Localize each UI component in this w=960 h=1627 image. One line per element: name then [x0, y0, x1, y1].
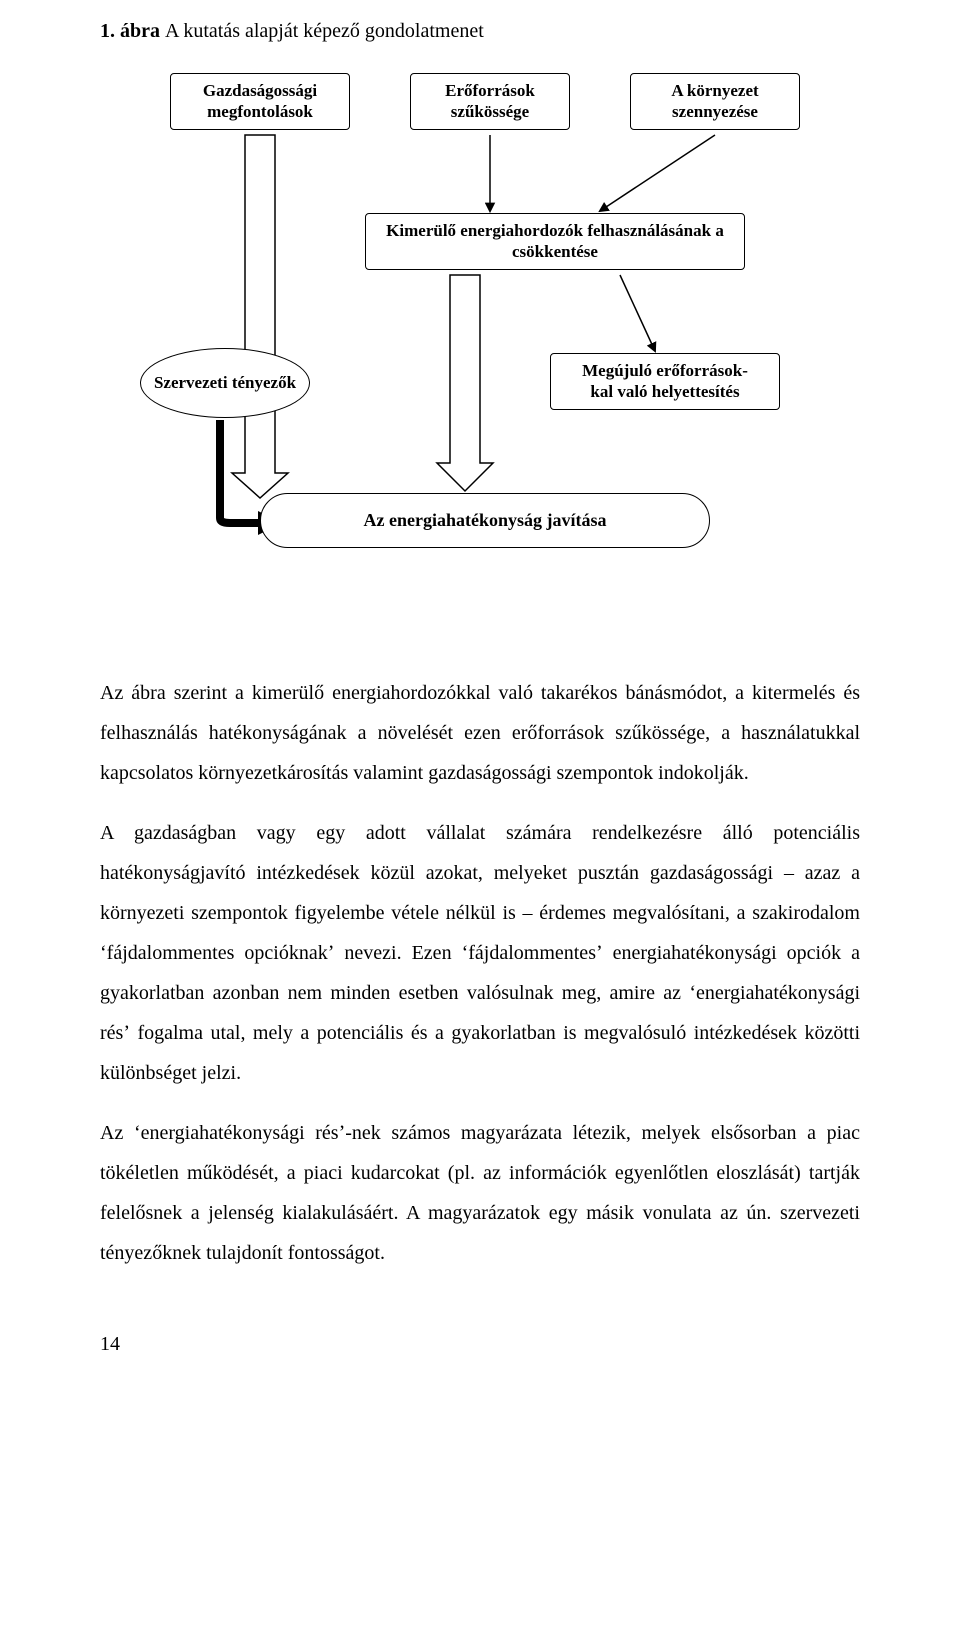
box-environment-label: A környezet szennyezése — [671, 81, 758, 121]
box-economic: Gazdaságossági megfontolások — [170, 73, 350, 130]
box-renewable: Megújuló erőforrások-kal való helyettesí… — [550, 353, 780, 410]
box-reduce-usage: Kimerülő energiahordozók felhasználásána… — [365, 213, 745, 270]
paragraph-1: Az ábra szerint a kimerülő energiahordoz… — [100, 673, 860, 793]
paragraph-2: A gazdaságban vagy egy adott vállalat sz… — [100, 813, 860, 1093]
ellipse-org-factors: Szervezeti tényezők — [140, 348, 310, 418]
page-number: 14 — [100, 1333, 860, 1356]
box-environment: A környezet szennyezése — [630, 73, 800, 130]
box-resources: Erőforrások szűkössége — [410, 73, 570, 130]
ellipse-org-label: Szervezeti tényezők — [154, 372, 296, 393]
caption-text: A kutatás alapját képező gondolatmenet — [165, 20, 484, 42]
caption-bold: 1. ábra — [100, 20, 165, 42]
stadium-efficiency: Az energiahatékonyság javítása — [260, 493, 710, 548]
stadium-label: Az energiahatékonyság javítása — [364, 510, 607, 531]
paragraph-3: Az ʻenergiahatékonysági résʼ-nek számos … — [100, 1113, 860, 1273]
page: 1. ábra A kutatás alapját képező gondola… — [0, 0, 960, 1386]
body-text: Az ábra szerint a kimerülő energiahordoz… — [100, 673, 860, 1273]
box-economic-label: Gazdaságossági megfontolások — [203, 81, 317, 121]
box-reduce-usage-label: Kimerülő energiahordozók felhasználásána… — [386, 221, 724, 261]
box-renewable-label: Megújuló erőforrások-kal való helyettesí… — [582, 361, 748, 401]
figure-caption: 1. ábra A kutatás alapját képező gondola… — [100, 20, 860, 43]
diagram: Gazdaságossági megfontolások Erőforrások… — [100, 73, 860, 633]
box-resources-label: Erőforrások szűkössége — [445, 81, 535, 121]
